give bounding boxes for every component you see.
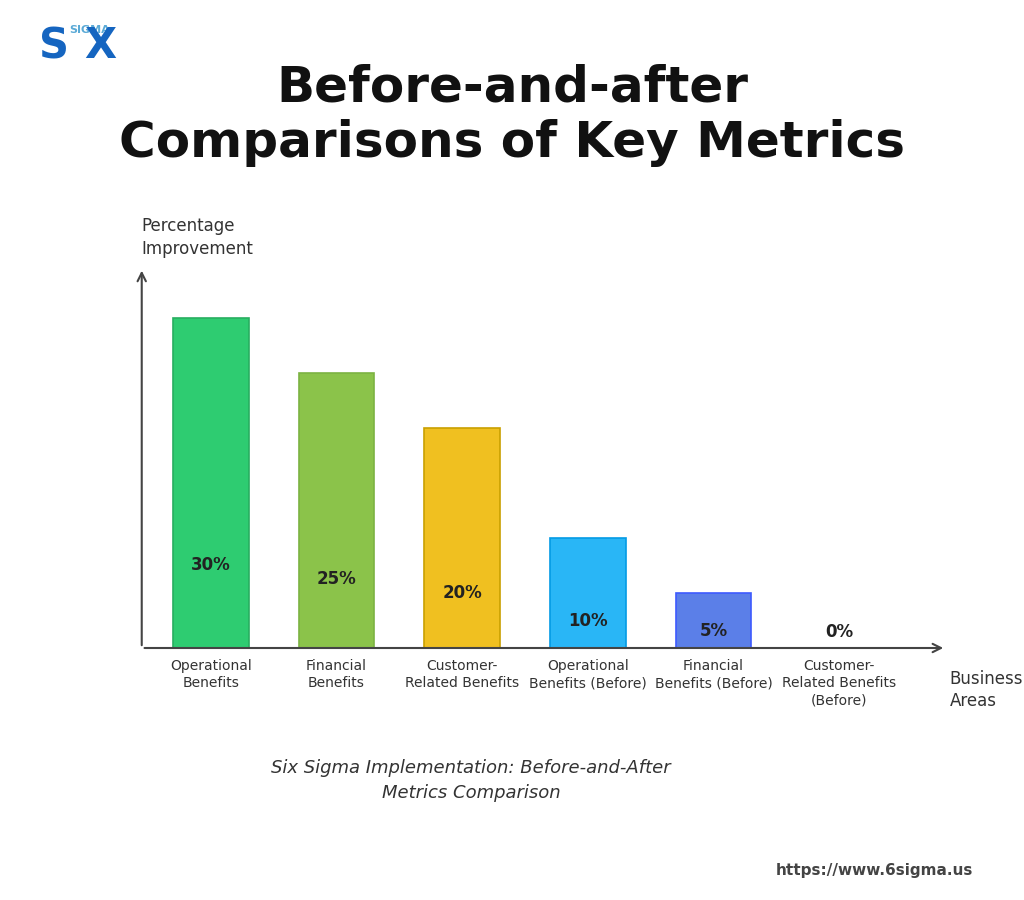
Text: 10%: 10% bbox=[568, 611, 607, 629]
Bar bbox=[299, 373, 374, 648]
Text: SIGMA: SIGMA bbox=[70, 25, 111, 35]
Text: 30%: 30% bbox=[190, 556, 230, 574]
Text: 25%: 25% bbox=[316, 571, 356, 589]
Text: Before-and-after
Comparisons of Key Metrics: Before-and-after Comparisons of Key Metr… bbox=[119, 63, 905, 166]
Bar bbox=[173, 318, 249, 648]
Text: Percentage
Improvement: Percentage Improvement bbox=[141, 217, 254, 258]
Text: S: S bbox=[39, 25, 69, 68]
Text: X: X bbox=[84, 25, 116, 68]
Bar bbox=[425, 428, 500, 648]
Text: 0%: 0% bbox=[825, 624, 853, 642]
Text: Six Sigma Implementation: Before-and-After
Metrics Comparison: Six Sigma Implementation: Before-and-Aft… bbox=[271, 759, 671, 802]
Bar bbox=[550, 538, 626, 648]
Text: Business
Areas: Business Areas bbox=[950, 670, 1023, 710]
Text: https://www.6sigma.us: https://www.6sigma.us bbox=[775, 862, 973, 878]
Text: 5%: 5% bbox=[699, 623, 728, 641]
Text: 20%: 20% bbox=[442, 584, 482, 602]
Bar bbox=[676, 593, 752, 648]
